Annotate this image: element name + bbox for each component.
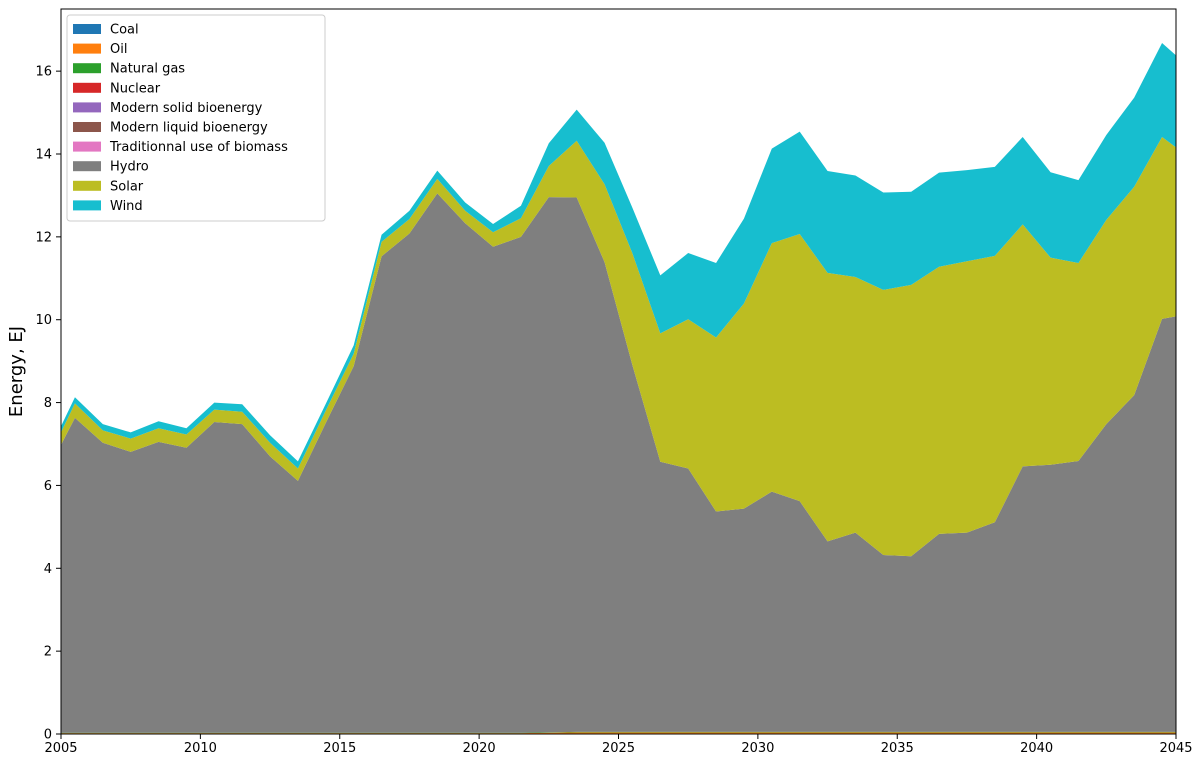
- area-natural-gas: [61, 731, 1176, 734]
- x-tick-label: 2040: [1020, 741, 1053, 756]
- legend-swatch-wind: [73, 200, 101, 211]
- x-tick-label: 2010: [184, 741, 217, 756]
- x-tick-label: 2030: [741, 741, 774, 756]
- legend-swatch-traditionnal-use-of-biomass: [73, 141, 101, 152]
- y-tick-label: 0: [44, 728, 52, 743]
- x-tick-label: 2005: [44, 741, 77, 756]
- x-tick-label: 2020: [463, 741, 496, 756]
- area-wind: [61, 42, 1176, 469]
- legend-box: [66, 14, 326, 222]
- y-tick-label: 16: [35, 65, 52, 80]
- legend-label-wind: Wind: [110, 199, 143, 214]
- legend-label-modern-liquid-bioenergy: Modern liquid bioenergy: [110, 121, 268, 136]
- legend-label-coal: Coal: [110, 23, 139, 38]
- legend-label-oil: Oil: [110, 42, 127, 57]
- y-tick-label: 10: [35, 313, 52, 328]
- y-tick-label: 4: [44, 562, 52, 577]
- legend-label-solar: Solar: [110, 179, 144, 194]
- legend-label-modern-solid-bioenergy: Modern solid bioenergy: [110, 101, 263, 116]
- legend-swatch-natural-gas: [73, 63, 101, 74]
- area-series-group: [61, 42, 1176, 734]
- area-oil: [61, 732, 1176, 734]
- x-axis: 2005 2010 2015 2020 2025 2030 2035 2040 2045: [44, 734, 1193, 756]
- y-tick-label: 8: [44, 396, 52, 411]
- legend-swatch-nuclear: [73, 82, 101, 93]
- area-solar: [61, 137, 1176, 557]
- legend-swatch-hydro: [73, 161, 101, 172]
- y-tick-label: 6: [44, 479, 52, 494]
- legend-swatch-solar: [73, 180, 101, 191]
- legend-swatch-modern-solid-bioenergy: [73, 102, 101, 113]
- legend-swatch-coal: [73, 24, 101, 34]
- legend-label-nuclear: Nuclear: [110, 81, 161, 96]
- y-axis-label: Energy, EJ: [6, 326, 27, 417]
- y-tick-label: 2: [44, 645, 52, 660]
- y-tick-label: 12: [35, 230, 52, 245]
- legend-swatch-modern-liquid-bioenergy: [73, 122, 101, 132]
- x-tick-label: 2025: [602, 741, 635, 756]
- legend-label-natural-gas: Natural gas: [110, 62, 185, 77]
- area-hydro: [61, 193, 1176, 733]
- x-tick-label: 2035: [881, 741, 914, 756]
- x-tick-label: 2015: [323, 741, 356, 756]
- y-axis: 0 2 4 6 8 10 12 14 16: [35, 65, 61, 743]
- legend: Coal Oil Natural gas Nuclear Modern solid bi…: [66, 14, 326, 222]
- legend-label-hydro: Hydro: [110, 160, 149, 175]
- x-tick-label: 2045: [1159, 741, 1192, 756]
- legend-label-traditionnal-use-of-biomass: Traditionnal use of biomass: [109, 140, 288, 155]
- legend-swatch-oil: [73, 43, 101, 54]
- y-tick-label: 14: [35, 148, 52, 163]
